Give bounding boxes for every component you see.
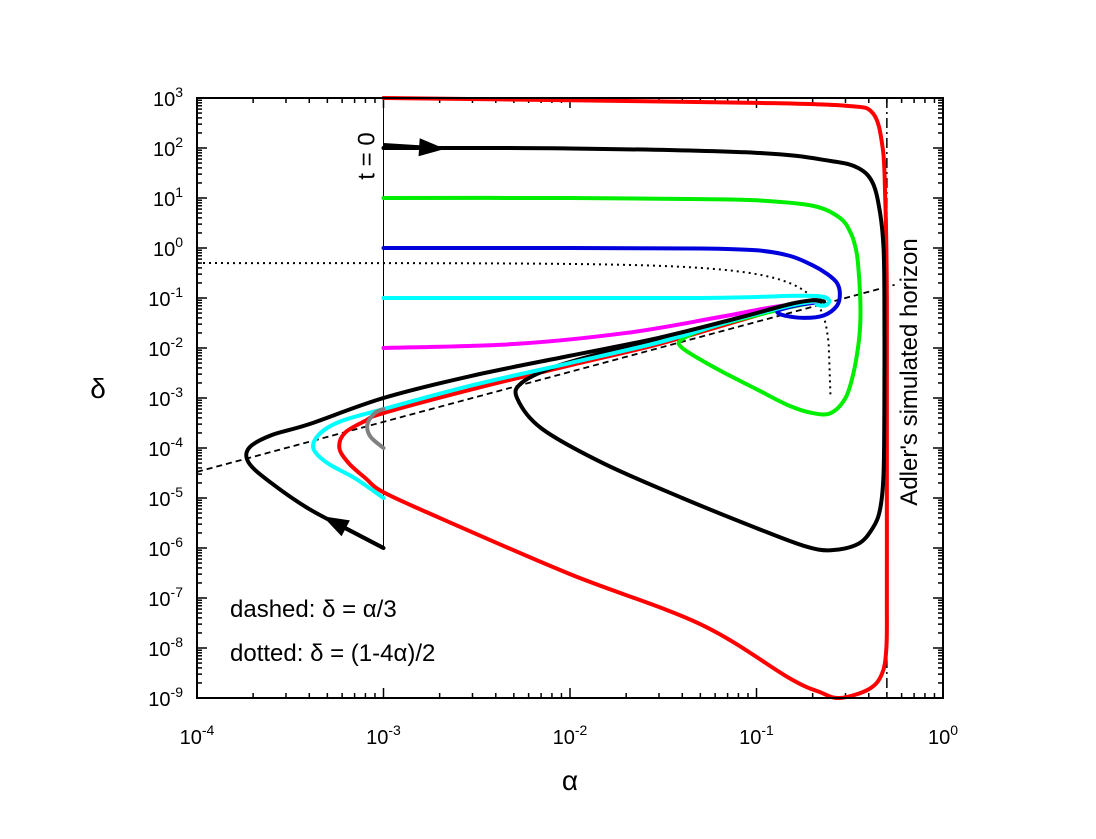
y-tick-label: 10-1 [148,284,183,311]
series-line-3 [381,245,842,320]
y-tick-label: 10-3 [148,384,183,411]
x-tick-label: 10-1 [739,722,774,749]
dotted-legend-text: dotted: δ = (1-4α)/2 [230,640,435,667]
y-tick-label: 10-9 [148,684,183,711]
y-axis-label: δ [90,373,106,404]
tick-labels: 10-4 10-3 10-2 10-1 100 10-9 10-8 10-7 10-6 10-5 1… [148,84,958,749]
y-tick-label: 101 [153,184,183,211]
series-layer [244,96,889,701]
series-line-7 [365,407,386,450]
x-tick-label: 10-3 [366,722,401,749]
arrow-head [418,138,446,157]
dashed-legend-text: dashed: δ = α/3 [230,596,397,623]
series-line-4 [381,293,832,308]
y-tick-label: 10-5 [148,484,183,511]
series-line-5 [381,299,824,350]
y-tick-label: 103 [153,84,183,111]
plot-frame [196,97,944,699]
x-tick-label: 10-4 [180,722,215,749]
series-line-6 [311,299,824,500]
y-tick-label: 10-6 [148,534,183,561]
series-line-8 [244,298,824,550]
arrow-head [322,516,350,537]
horizon-annotation: Adler's simulated horizon [896,238,923,505]
y-tick-label: 102 [153,134,183,161]
y-tick-label: 10-8 [148,634,183,661]
y-tick-label: 100 [153,234,183,261]
series-line-1 [381,145,887,553]
x-tick-label: 100 [928,722,958,749]
y-tick-label: 10-2 [148,334,183,361]
y-tick-label: 10-4 [148,434,183,461]
y-tick-label: 10-7 [148,584,183,611]
dotted-curve [197,262,832,399]
t0-annotation: t = 0 [354,132,381,179]
x-tick-label: 10-2 [553,722,588,749]
x-axis-label: α [562,765,578,796]
dashed-curve [196,283,895,473]
series-line-0 [337,96,889,701]
